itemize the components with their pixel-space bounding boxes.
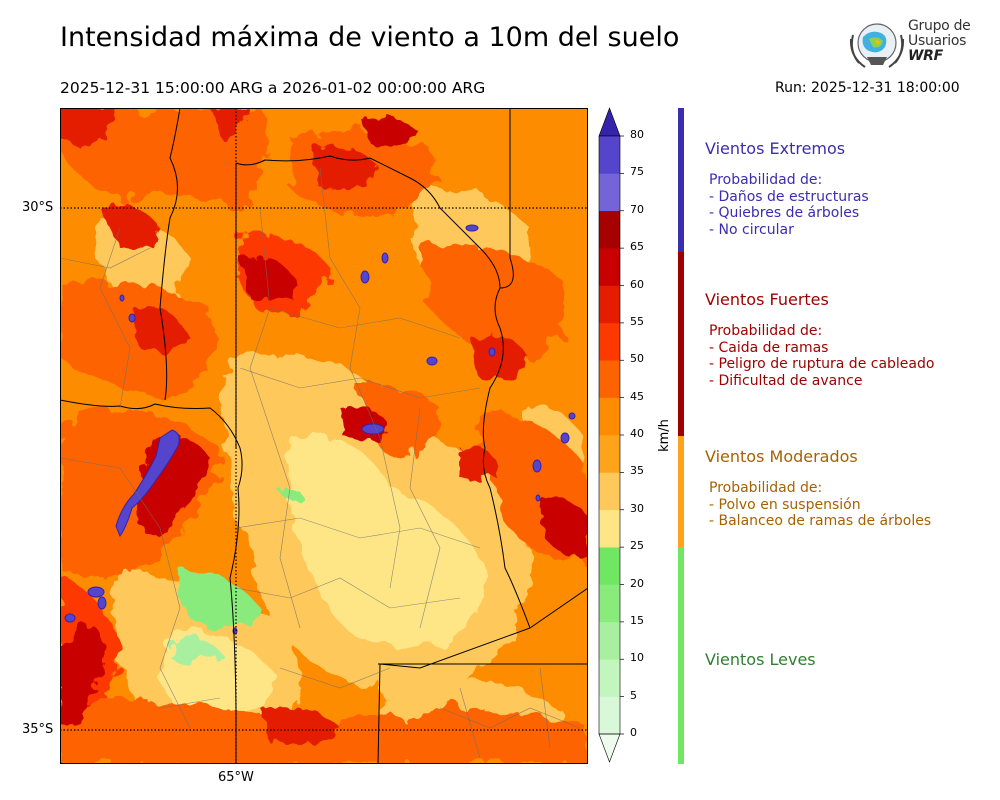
latitude-label-north: 30°S: [22, 200, 54, 215]
colorbar-unit: km/h: [656, 419, 672, 452]
colorbar-tick-label: 80: [630, 128, 644, 141]
category-bar: [678, 436, 684, 547]
colorbar-segment: [599, 621, 620, 660]
colorbar-segment: [599, 248, 620, 286]
logo-line3: WRF: [908, 48, 943, 64]
colorbar-extend-max: [598, 107, 621, 137]
colorbar-segment: [599, 136, 620, 174]
logo-text: Grupo de Usuarios WRF: [908, 18, 971, 64]
category-strong-line: - Peligro de ruptura de cableado: [709, 356, 935, 372]
category-moderate-line: - Polvo en suspensión: [709, 496, 861, 513]
colorbar-tick-label: 65: [630, 240, 644, 254]
colorbar-extend-min: [598, 733, 621, 763]
category-moderate-line: Probabilidad de:: [709, 480, 823, 496]
category-extreme-line: - No circular: [709, 221, 794, 238]
category-extreme: Vientos Extremos Probabilidad de: - Daño…: [705, 139, 869, 238]
colorbar-tick-label: 40: [630, 427, 644, 440]
colorbar-tick-label: 25: [630, 539, 644, 553]
latitude-label-south: 35°S: [22, 722, 54, 737]
colorbar-tick-label: 55: [630, 314, 644, 328]
colorbar-segment: [599, 322, 620, 361]
colorbar-segment: [599, 173, 620, 212]
category-light-title: Vientos Leves: [705, 650, 816, 669]
colorbar-tick-label: 30: [630, 501, 644, 515]
category-strong-line: - Dificultad de avance: [709, 372, 863, 389]
category-moderate-line: - Balanceo de ramas de árboles: [709, 513, 932, 529]
colorbar-tick-label: 50: [630, 352, 644, 366]
logo-line2: Usuarios: [908, 33, 967, 49]
colorbar-segment: [599, 472, 620, 511]
colorbar-tick-label: 20: [630, 576, 644, 590]
colorbar-segment: [599, 547, 620, 585]
colorbar-tick-label: 35: [630, 464, 644, 478]
colorbar-segment: [599, 210, 620, 249]
wrf-logo-icon: [849, 23, 905, 68]
colorbar-tick-label: 0: [630, 726, 637, 739]
category-strong-lines: Probabilidad de: - Caida de ramas - Peli…: [709, 323, 934, 389]
colorbar-tick-label: 5: [630, 688, 637, 702]
run-time: Run: 2025-12-31 18:00:00: [775, 80, 960, 96]
category-strong-title: Vientos Fuertes: [705, 290, 829, 309]
category-extreme-line: - Daños de estructuras: [709, 188, 869, 205]
category-strong: Vientos Fuertes Probabilidad de: - Caida…: [705, 290, 934, 389]
category-extreme-lines: Probabilidad de: - Daños de estructuras …: [709, 172, 869, 238]
colorbar-tick-label: 45: [630, 389, 644, 403]
category-bar: [678, 547, 684, 764]
colorbar-segment: [599, 509, 620, 548]
forecast-period: 2025-12-31 15:00:00 ARG a 2026-01-02 00:…: [60, 79, 486, 97]
category-extreme-title: Vientos Extremos: [705, 139, 846, 158]
wind-map: [60, 108, 588, 764]
colorbar-tick-label: 15: [630, 613, 644, 627]
category-bar: [678, 108, 684, 252]
category-moderate-lines: Probabilidad de: - Polvo en suspensión -…: [709, 480, 931, 530]
logo-line1: Grupo de: [908, 18, 971, 34]
category-strong-line: Probabilidad de:: [709, 323, 823, 339]
category-extreme-line: Probabilidad de:: [709, 172, 823, 188]
colorbar-segment: [599, 435, 620, 473]
colorbar-segment: [599, 397, 620, 436]
colorbar-tick-label: 10: [630, 651, 644, 665]
colorbar-tick-label: 60: [630, 277, 644, 291]
colorbar-tick-label: 75: [630, 165, 644, 179]
colorbar-segment: [599, 696, 620, 735]
colorbar-tick-label: 70: [630, 202, 644, 216]
colorbar-segment: [599, 285, 620, 324]
category-moderate-title: Vientos Moderados: [705, 447, 858, 466]
colorbar-segment: [599, 360, 620, 398]
category-strong-line: - Caida de ramas: [709, 339, 829, 356]
colorbar-segment: [599, 659, 620, 697]
colorbar-segment: [599, 584, 620, 623]
category-bar: [678, 252, 684, 436]
longitude-label: 65°W: [218, 770, 254, 785]
colorbar: [598, 107, 624, 763]
category-moderate: Vientos Moderados Probabilidad de: - Pol…: [705, 447, 931, 530]
page-title: Intensidad máxima de viento a 10m del su…: [60, 22, 680, 53]
category-extreme-line: - Quiebres de árboles: [709, 205, 860, 221]
category-light: Vientos Leves: [705, 650, 816, 669]
